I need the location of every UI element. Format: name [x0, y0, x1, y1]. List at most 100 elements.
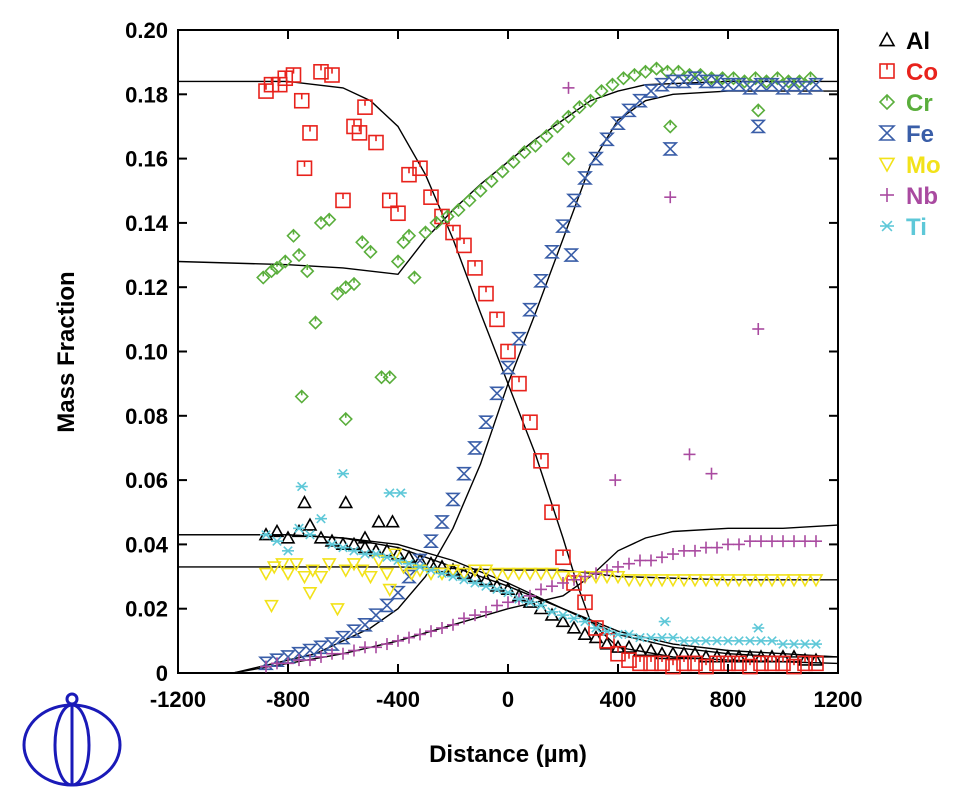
x-tick-label: 400 [600, 687, 637, 712]
data-point-mo [346, 558, 362, 572]
data-point-mo [665, 574, 681, 588]
data-point-cr [462, 193, 477, 208]
data-point-ti [711, 636, 723, 646]
data-point-co [764, 655, 780, 672]
legend-label-fe: Fe [906, 121, 934, 148]
data-point-nb [733, 538, 745, 551]
data-point-fe [775, 81, 791, 95]
data-point-nb [590, 567, 602, 580]
data-point-cr [638, 64, 653, 79]
data-point-ti [590, 623, 602, 633]
data-point-mo [555, 570, 571, 585]
data-point-ti [392, 555, 404, 566]
data-point-fe [698, 74, 714, 89]
data-point-ti [282, 546, 294, 556]
data-point-ti [293, 523, 305, 534]
data-point-fe [456, 466, 472, 481]
y-tick-label: 0.14 [125, 211, 169, 236]
data-point-cr [322, 212, 337, 227]
data-point-cr [308, 315, 323, 330]
data-point-mo [456, 567, 472, 581]
y-tick-label: 0.12 [125, 275, 168, 300]
data-point-ti [414, 562, 426, 572]
data-point-nb [469, 609, 481, 622]
data-point-cr [451, 202, 466, 218]
data-point-ti [326, 539, 338, 550]
legend-marker-mo [878, 157, 896, 173]
legend-marker-al [878, 31, 896, 47]
data-point-fe [786, 77, 802, 92]
data-point-mo [275, 558, 290, 572]
data-point-co [324, 67, 340, 83]
data-point-fe [544, 245, 560, 259]
model-curve [178, 80, 839, 665]
data-point-cr [278, 254, 293, 269]
data-point-nb [535, 583, 547, 596]
data-point-fe [563, 248, 580, 262]
data-point-ti [678, 636, 690, 646]
data-point-nb [524, 589, 536, 602]
data-point-fe [731, 77, 747, 92]
data-point-co [277, 70, 294, 87]
data-point-nb [664, 191, 677, 204]
data-point-al [643, 642, 659, 657]
data-point-nb [370, 641, 382, 654]
data-point-ti [304, 529, 316, 540]
model-curve [232, 524, 839, 674]
data-point-mo [396, 561, 411, 575]
data-point-fe [753, 77, 769, 92]
data-point-cr [300, 263, 315, 279]
data-point-al [371, 514, 387, 528]
data-point-fe [662, 142, 679, 156]
data-point-nb [755, 535, 767, 548]
x-axis-title: Distance (µm) [429, 741, 587, 768]
data-point-ti [271, 536, 283, 546]
data-point-al [338, 494, 354, 509]
data-point-nb [326, 647, 338, 660]
data-point-ti [383, 488, 396, 498]
data-point-fe [643, 84, 659, 98]
data-point-cr [594, 83, 609, 99]
legend-marker-co [879, 63, 895, 79]
data-point-cr [751, 103, 766, 118]
data-point-al [434, 559, 450, 573]
data-point-mo [511, 567, 527, 581]
data-point-cr [418, 225, 433, 240]
data-point-cr [616, 71, 631, 86]
data-point-co [489, 311, 505, 328]
data-point-co [445, 224, 461, 241]
data-point-nb [705, 467, 718, 480]
data-point-mo [305, 564, 321, 578]
data-point-ti [260, 529, 272, 540]
data-point-al [280, 530, 296, 544]
data-point-nb [392, 634, 404, 647]
x-tick-label: 1200 [814, 687, 863, 712]
data-point-ti [658, 616, 671, 627]
x-tick-label: 0 [502, 687, 514, 712]
data-point-al [566, 620, 582, 634]
data-point-cr [726, 71, 741, 86]
data-point-ti [513, 594, 525, 604]
data-point-cr [407, 270, 422, 285]
legend-label-al: Al [906, 28, 930, 55]
data-point-al [555, 613, 571, 628]
y-tick-label: 0.06 [125, 468, 168, 493]
data-point-fe [368, 608, 384, 622]
data-point-cr [495, 164, 510, 179]
data-point-ti [348, 546, 360, 556]
data-point-al [621, 639, 637, 653]
data-point-fe [489, 386, 505, 401]
data-point-ti [295, 481, 308, 492]
data-point-ti [480, 581, 492, 591]
data-point-ti [557, 610, 569, 620]
data-point-al [544, 607, 560, 621]
data-point-fe [632, 93, 648, 108]
x-axis: -1200 -800 -400 0 400 800 1200 [150, 30, 863, 712]
data-point-cr [649, 61, 664, 76]
data-point-ti [381, 552, 393, 563]
data-point-nb [678, 544, 690, 557]
data-point-cr [803, 71, 818, 86]
y-axis: 0 0.02 0.04 0.06 0.08 0.10 0.12 0.14 0.16 0.18 0.2… [125, 18, 838, 686]
data-point-cr [660, 64, 675, 79]
data-point-co [698, 658, 714, 675]
